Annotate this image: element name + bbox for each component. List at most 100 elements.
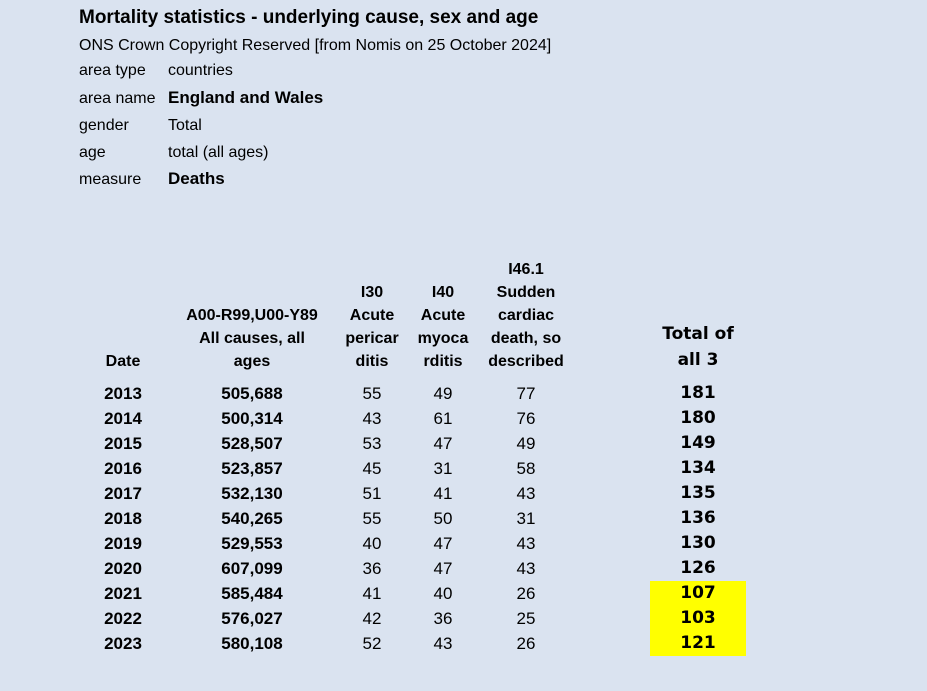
cell-i40: 41: [433, 484, 453, 503]
cell-total: 126: [680, 558, 716, 578]
cell-i461: 31: [516, 509, 536, 528]
spacer-cell: [574, 506, 650, 531]
cell-date: 2013: [104, 384, 142, 403]
col-header-line: cardiac: [497, 307, 555, 324]
copyright-line: ONS Crown Copyright Reserved [from Nomis…: [79, 37, 552, 54]
col-header-line: Acute: [420, 307, 466, 324]
cell-date: 2018: [104, 509, 142, 528]
cell-i30: 36: [362, 559, 382, 578]
cell-total: 180: [680, 408, 716, 428]
spacer-cell: [574, 381, 650, 406]
col-header-line: described: [488, 353, 564, 370]
table-row: 2016 523,857 45 31 58 134: [78, 456, 746, 481]
meta-label: area type: [79, 62, 146, 79]
cell-i461: 77: [516, 384, 536, 403]
meta-row-age: age total (all ages): [79, 144, 269, 162]
cell-total: 149: [680, 433, 716, 453]
table-row: 2018 540,265 55 50 31 136: [78, 506, 746, 531]
table-row: 2019 529,553 40 47 43 130: [78, 531, 746, 556]
spacer-cell: [574, 481, 650, 506]
table-row: 2015 528,507 53 47 49 149: [78, 431, 746, 456]
table-row: 2014 500,314 43 61 76 180: [78, 406, 746, 431]
cell-all_causes: 505,688: [221, 384, 283, 403]
cell-total: 135: [680, 483, 716, 503]
spacer-cell: [574, 581, 650, 606]
cell-date: 2014: [104, 409, 142, 428]
spacer-cell: [574, 556, 650, 581]
cell-i30: 55: [362, 384, 382, 403]
cell-date: 2019: [104, 534, 142, 553]
cell-i40: 49: [433, 384, 453, 403]
cell-i40: 40: [433, 584, 453, 603]
table-row: 2022 576,027 42 36 25 103: [78, 606, 746, 631]
mortality-table: Date A00-R99,U00-Y89 All causes, all ages I3…: [78, 251, 746, 656]
cell-i40: 31: [433, 459, 453, 478]
cell-all_causes: 607,099: [221, 559, 283, 578]
col-header-line: Sudden: [496, 284, 556, 301]
col-header-line: ditis: [355, 353, 389, 370]
col-header-line: Total of: [662, 324, 734, 344]
cell-i40: 61: [433, 409, 453, 428]
meta-value: England and Wales: [168, 88, 324, 107]
meta-label: measure: [79, 171, 142, 188]
cell-i461: 76: [516, 409, 536, 428]
cell-i40: 43: [433, 634, 453, 653]
cell-i40: 47: [433, 559, 453, 578]
cell-i461: 25: [516, 609, 536, 628]
col-header-line: I40: [431, 284, 455, 301]
cell-i40: 36: [433, 609, 453, 628]
col-header-i30: I30 Acute pericar ditis: [336, 251, 408, 381]
col-header-line: ages: [233, 353, 271, 370]
cell-date: 2015: [104, 434, 142, 453]
cell-date: 2017: [104, 484, 142, 503]
table-body: 2013 505,688 55 49 77 181 2014 500,314 43 61 76 180…: [78, 381, 746, 656]
cell-total: 136: [680, 508, 716, 528]
meta-label: gender: [79, 117, 129, 134]
col-header-line: A00-R99,U00-Y89: [186, 307, 318, 324]
table-header-row: Date A00-R99,U00-Y89 All causes, all ages I3…: [78, 251, 746, 381]
cell-all_causes: 500,314: [221, 409, 283, 428]
col-header-line: All causes, all: [199, 330, 305, 347]
table-row: 2021 585,484 41 40 26 107: [78, 581, 746, 606]
cell-i30: 53: [362, 434, 382, 453]
cell-i30: 55: [362, 509, 382, 528]
col-header-line: death, so: [490, 330, 562, 347]
cell-all_causes: 523,857: [221, 459, 283, 478]
col-header-spacer: [574, 251, 650, 381]
spacer-cell: [574, 406, 650, 431]
meta-label: area name: [79, 90, 156, 107]
cell-i461: 43: [516, 559, 536, 578]
col-header-line: all 3: [677, 350, 719, 370]
cell-date: 2022: [104, 609, 142, 628]
cell-date: 2020: [104, 559, 142, 578]
col-header-line: I46.1: [508, 261, 544, 278]
spacer-cell: [574, 631, 650, 656]
cell-i30: 42: [362, 609, 382, 628]
page-title: Mortality statistics - underlying cause,…: [79, 7, 539, 28]
cell-all_causes: 576,027: [221, 609, 283, 628]
cell-all_causes: 528,507: [221, 434, 283, 453]
cell-i30: 41: [362, 584, 382, 603]
cell-i461: 49: [516, 434, 536, 453]
cell-total: 121: [650, 631, 746, 656]
col-header-line: I30: [360, 284, 384, 301]
cell-date: 2023: [104, 634, 142, 653]
meta-value: Deaths: [168, 169, 225, 188]
meta-value: countries: [168, 62, 233, 79]
cell-i461: 26: [516, 634, 536, 653]
cell-i30: 40: [362, 534, 382, 553]
cell-date: 2016: [104, 459, 142, 478]
col-header-date: Date: [78, 251, 168, 381]
col-header-line: Acute: [349, 307, 395, 324]
cell-i461: 26: [516, 584, 536, 603]
spacer-cell: [574, 456, 650, 481]
cell-i30: 43: [362, 409, 382, 428]
col-header-line: myoca: [417, 330, 469, 347]
cell-i40: 50: [433, 509, 453, 528]
cell-all_causes: 529,553: [221, 534, 283, 553]
cell-total: 107: [650, 581, 746, 606]
meta-row-gender: gender Total: [79, 117, 202, 135]
cell-total: 134: [680, 458, 716, 478]
cell-i461: 58: [516, 459, 536, 478]
cell-i40: 47: [433, 534, 453, 553]
